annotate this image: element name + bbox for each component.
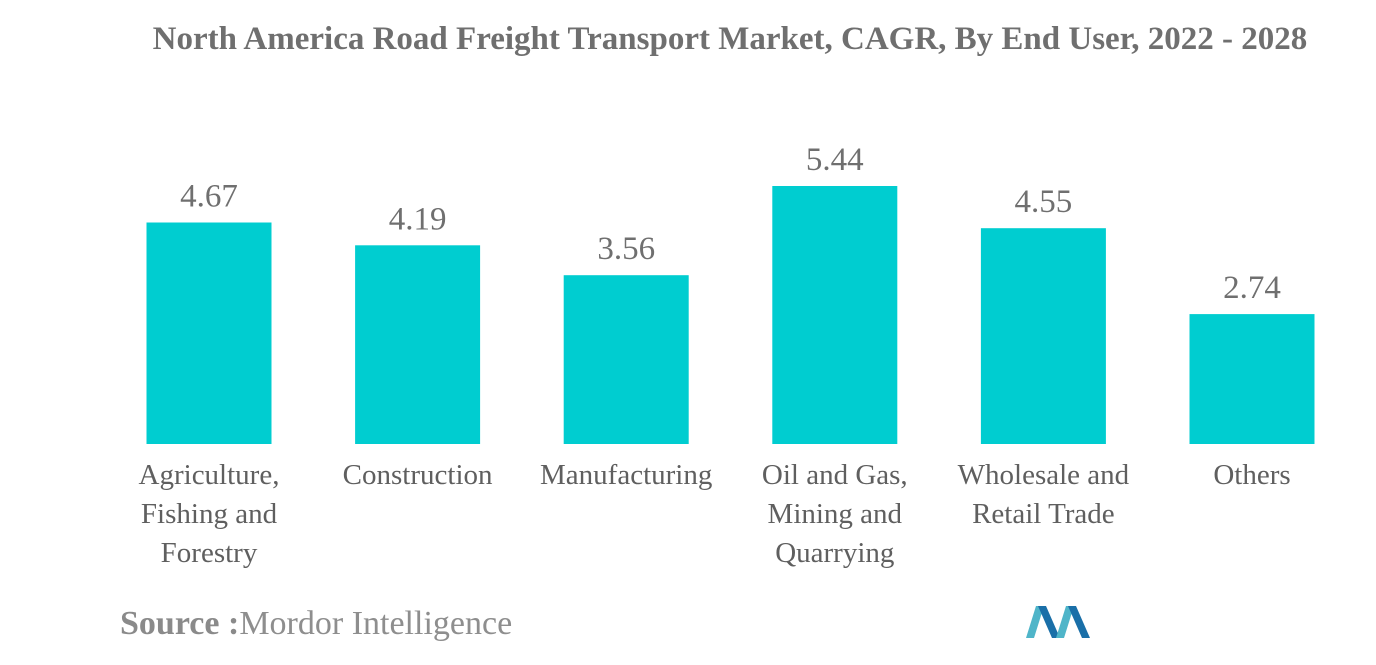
category-label-line: Retail Trade	[972, 498, 1115, 530]
source-name: Mordor Intelligence	[239, 605, 513, 642]
value-label-5: 2.74	[1223, 270, 1281, 306]
bar-0	[146, 222, 272, 444]
value-label-0: 4.67	[180, 179, 238, 215]
value-label-1: 4.19	[389, 201, 447, 237]
bars-group	[146, 186, 1315, 444]
bar-4	[980, 228, 1106, 444]
category-label-2: Manufacturing	[540, 459, 712, 491]
category-label-line: Forestry	[161, 537, 258, 569]
category-label-line: Manufacturing	[540, 459, 712, 491]
category-label-line: Others	[1213, 459, 1290, 491]
category-label-0: Agriculture, Fishing and Forestry	[139, 459, 280, 569]
bar-1	[355, 245, 481, 444]
bar-chart: 4.67 4.19 3.56 5.44 4.55 2.74 Agriculture, Fis…	[139, 142, 1315, 569]
mordor-intelligence-logo-icon	[1026, 606, 1090, 638]
category-label-5: Others	[1213, 459, 1290, 491]
source-note: Source :Mordor Intelligence	[120, 605, 512, 643]
category-label-line: Fishing and	[141, 498, 278, 530]
category-label-line: Quarrying	[775, 537, 894, 569]
source-label: Source :	[120, 605, 240, 642]
category-label-1: Construction	[343, 459, 493, 491]
bar-5	[1189, 314, 1315, 444]
category-label-3: Oil and Gas, Mining and Quarrying	[762, 459, 908, 569]
chart-title: North America Road Freight Transport Mar…	[152, 21, 1308, 57]
value-label-4: 4.55	[1015, 184, 1073, 220]
category-label-line: Wholesale and	[958, 459, 1130, 491]
bar-3	[772, 186, 898, 444]
value-label-3: 5.44	[806, 142, 864, 178]
value-label-2: 3.56	[597, 231, 655, 267]
category-labels-group: Agriculture, Fishing and Forestry Construct…	[139, 459, 1291, 569]
category-label-line: Construction	[343, 459, 493, 491]
category-label-line: Mining and	[768, 498, 903, 530]
category-label-line: Agriculture,	[139, 459, 280, 491]
value-labels-group: 4.67 4.19 3.56 5.44 4.55 2.74	[180, 142, 1281, 306]
bar-2	[563, 275, 689, 444]
category-label-4: Wholesale and Retail Trade	[958, 459, 1130, 530]
category-label-line: Oil and Gas,	[762, 459, 908, 491]
